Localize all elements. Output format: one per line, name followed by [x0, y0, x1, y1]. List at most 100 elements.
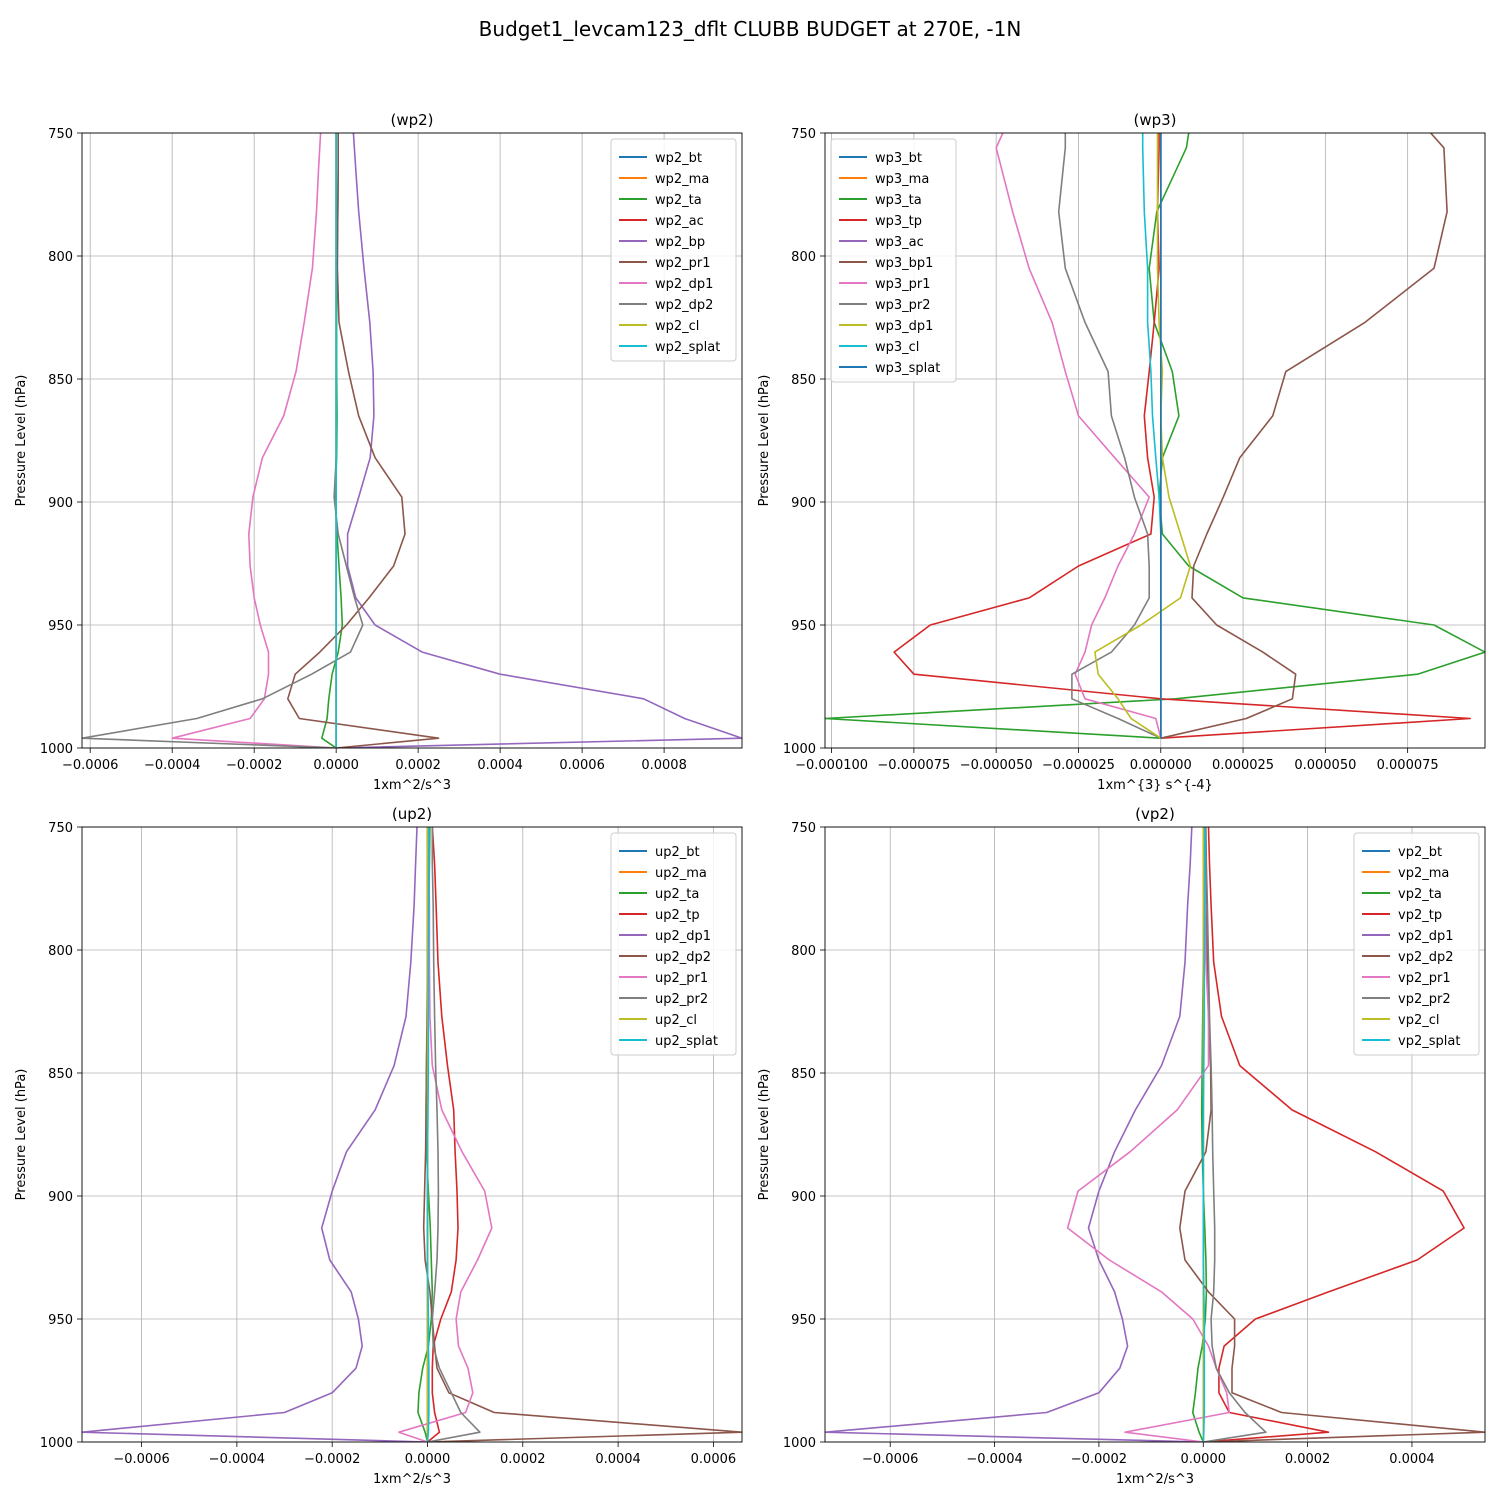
- x-tick-label: 0.000025: [1212, 758, 1274, 773]
- legend-entry: wp3_bt: [875, 151, 922, 166]
- x-tick-label: −0.0004: [966, 1452, 1022, 1467]
- legend-entry: wp3_pr2: [875, 298, 931, 313]
- legend-entry: vp2_dp1: [1398, 929, 1454, 944]
- legend: vp2_bt vp2_ma vp2_ta vp2_tp vp2_dp1 vp2_dp2vp…: [1353, 832, 1480, 1056]
- figure-title: Budget1_levcam123_dflt CLUBB BUDGET at 2…: [479, 17, 1022, 41]
- y-axis-label: Pressure Level (hPa): [757, 375, 772, 507]
- y-tick-label: 800: [48, 944, 73, 959]
- x-axis-label: 1xm^2/s^3: [373, 1472, 451, 1487]
- legend-entry: vp2_cl: [1398, 1013, 1439, 1028]
- chart-panel-0: −0.0006 −0.0004 −0.0002 0.0000 0.0002 0.0004 0…: [14, 111, 743, 793]
- legend-entry: wp2_dp1: [655, 277, 713, 292]
- y-tick-label: 950: [791, 619, 816, 634]
- legend-entry: vp2_ma: [1398, 866, 1449, 881]
- y-tick-label: 750: [48, 127, 73, 142]
- x-tick-label: 0.0004: [477, 758, 523, 773]
- series-line-wp2_dp1: [171, 133, 337, 748]
- y-tick-label: 750: [48, 821, 73, 836]
- chart-title: (up2): [392, 805, 432, 823]
- x-tick-label: 0.0002: [1285, 1452, 1331, 1467]
- x-tick-label: −0.0006: [862, 1452, 918, 1467]
- chart-title: (wp3): [1133, 111, 1176, 129]
- legend-entry: vp2_pr1: [1398, 971, 1451, 986]
- series-line-vp2_pr2: [1203, 827, 1267, 1442]
- series-line-vp2_dp2: [1179, 827, 1485, 1442]
- x-tick-label: −0.0004: [144, 758, 200, 773]
- x-tick-label: 0.0002: [500, 1452, 546, 1467]
- legend-entry: vp2_dp2: [1398, 950, 1454, 965]
- plot-frame: [81, 132, 743, 749]
- x-tick-label: −0.000100: [795, 758, 868, 773]
- y-tick-label: 1000: [40, 1436, 73, 1451]
- legend-entry: wp3_tp: [875, 214, 922, 229]
- series-line-wp3_dp1: [1094, 133, 1192, 739]
- series-line-wp2_pr1: [286, 133, 440, 748]
- series-lines: [82, 133, 742, 748]
- y-tick-label: 800: [48, 250, 73, 265]
- x-tick-label: 0.0000: [1181, 1452, 1227, 1467]
- x-axis-label: 1xm^2/s^3: [1116, 1472, 1194, 1487]
- legend-entry: wp2_ta: [655, 193, 702, 208]
- y-tick-label: 800: [791, 944, 816, 959]
- y-tick-label: 800: [791, 250, 816, 265]
- x-axis-label: 1xm^{3} s^{-4}: [1097, 778, 1213, 793]
- x-tick-label: 0.000050: [1294, 758, 1356, 773]
- x-tick-label: 0.0000: [405, 1452, 451, 1467]
- plot-frame: [824, 826, 1486, 1443]
- x-tick-label: −0.0006: [113, 1452, 169, 1467]
- x-tick-label: −0.0004: [209, 1452, 265, 1467]
- y-tick-label: 900: [48, 1190, 73, 1205]
- legend-box: [1353, 832, 1480, 1056]
- series-line-vp2_tp: [1203, 827, 1465, 1442]
- series-line-vp2_splat: [1202, 827, 1206, 1442]
- legend-entry: up2_dp1: [655, 929, 711, 944]
- legend-entry: wp3_cl: [875, 340, 919, 355]
- y-axis-label: Pressure Level (hPa): [757, 1069, 772, 1201]
- x-tick-label: 0.0000: [313, 758, 359, 773]
- chart-title: (vp2): [1135, 805, 1175, 823]
- series-line-vp2_pr1: [1066, 827, 1231, 1442]
- series-line-up2_dp1: [82, 827, 428, 1442]
- legend-entry: wp3_ac: [875, 235, 924, 250]
- legend: wp2_bt wp2_ma wp2_ta wp2_ac wp2_bp wp2_pr1 wp2…: [610, 138, 737, 362]
- series-lines: [825, 133, 1485, 739]
- legend-entry: wp2_ac: [655, 214, 704, 229]
- chart-panel-3: −0.0006 −0.0004 −0.0002 0.0000 0.0002 0.0004 7…: [757, 805, 1486, 1487]
- legend-entry: wp2_splat: [655, 340, 720, 355]
- legend-entry: wp2_bt: [655, 151, 702, 166]
- x-tick-label: −0.000050: [960, 758, 1033, 773]
- y-tick-label: 750: [791, 127, 816, 142]
- y-tick-label: 750: [791, 821, 816, 836]
- legend-entry: up2_splat: [655, 1034, 718, 1049]
- y-tick-label: 850: [791, 373, 816, 388]
- x-tick-label: −0.000075: [877, 758, 950, 773]
- legend-entry: wp2_bp: [655, 235, 705, 250]
- x-tick-label: 0.0006: [691, 1452, 737, 1467]
- legend-entry: wp2_cl: [655, 319, 699, 334]
- series-line-up2_pr2: [427, 827, 481, 1442]
- series-line-up2_splat: [426, 827, 430, 1442]
- legend-entry: vp2_pr2: [1398, 992, 1451, 1007]
- y-tick-label: 950: [48, 1313, 73, 1328]
- legend-entry: up2_ma: [655, 866, 707, 881]
- legend-entry: wp3_bp1: [875, 256, 933, 271]
- y-tick-label: 950: [48, 619, 73, 634]
- legend: up2_bt up2_ma up2_ta up2_tp up2_dp1 up2_dp2up…: [610, 832, 737, 1056]
- legend-entry: up2_ta: [655, 887, 699, 902]
- series-line-up2_pr1: [398, 827, 493, 1442]
- x-tick-label: 0.0002: [395, 758, 441, 773]
- series-lines: [825, 827, 1485, 1442]
- y-tick-label: 850: [48, 373, 73, 388]
- x-tick-label: 0.0004: [1389, 1452, 1435, 1467]
- legend-entry: wp3_dp1: [875, 319, 933, 334]
- legend-box: [610, 832, 737, 1056]
- legend-entry: up2_dp2: [655, 950, 711, 965]
- legend-entry: up2_bt: [655, 845, 700, 860]
- x-tick-label: 0.000075: [1377, 758, 1439, 773]
- series-line-wp3_pr2: [1057, 133, 1162, 739]
- legend-entry: vp2_bt: [1398, 845, 1442, 860]
- legend-entry: up2_pr2: [655, 992, 708, 1007]
- y-axis-label: Pressure Level (hPa): [14, 375, 29, 507]
- y-tick-label: 1000: [783, 1436, 816, 1451]
- legend-entry: wp3_ta: [875, 193, 922, 208]
